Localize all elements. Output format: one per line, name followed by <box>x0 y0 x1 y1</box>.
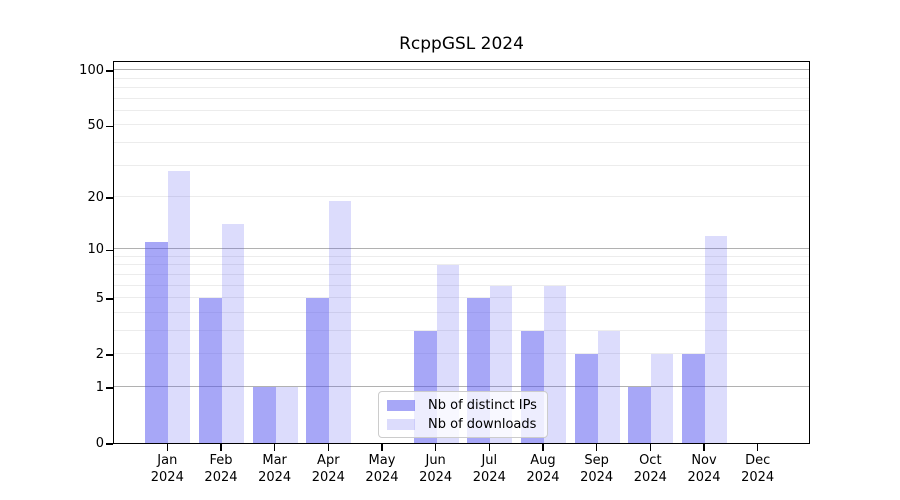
gridline-minor <box>114 284 809 286</box>
x-axis-tick-label: Aug 2024 <box>526 453 560 485</box>
y-axis-tick-mark <box>106 70 113 72</box>
x-axis-tick-label: Apr 2024 <box>311 453 345 485</box>
x-axis-tick-label: Mar 2024 <box>258 453 292 485</box>
x-axis-tick-mark <box>649 444 652 451</box>
bar-distinct-ips <box>306 298 330 443</box>
gridline-minor <box>114 353 809 355</box>
y-axis-tick-mark <box>106 443 113 445</box>
bar-downloads <box>168 170 191 443</box>
x-axis-tick-mark <box>542 444 544 451</box>
gridline-minor <box>114 264 809 266</box>
gridline-minor <box>114 196 809 198</box>
x-axis-tick-label: Jan 2024 <box>150 453 184 485</box>
y-axis-tick-mark <box>106 249 113 251</box>
y-axis-tick-label: 2 <box>95 347 104 363</box>
y-axis-tick-label: 50 <box>87 118 104 134</box>
legend-swatch-downloads <box>387 418 415 430</box>
x-axis-tick-mark <box>166 444 169 451</box>
gridline-minor <box>114 97 809 99</box>
y-axis-tick-mark <box>106 197 113 199</box>
gridline-major <box>114 248 809 250</box>
gridline-minor <box>114 273 809 275</box>
chart-title: RcppGSL 2024 <box>399 34 524 54</box>
gridline-minor <box>114 141 809 143</box>
y-axis-tick-label: 20 <box>87 190 104 205</box>
legend: Nb of distinct IPs Nb of downloads <box>378 391 548 438</box>
y-axis-tick-label: 100 <box>79 63 104 79</box>
y-axis-tick-label: 5 <box>95 291 104 307</box>
y-axis-tick-label: 10 <box>87 242 104 258</box>
gridline-minor <box>114 124 809 126</box>
x-axis-tick-mark <box>703 444 705 451</box>
y-axis-tick-mark <box>106 354 113 356</box>
bar-downloads <box>597 331 620 443</box>
bar-distinct-ips <box>145 242 169 443</box>
gridline-major <box>114 69 809 71</box>
bar-distinct-ips <box>198 298 222 443</box>
gridline-minor <box>114 255 809 257</box>
gridline-major <box>114 386 809 387</box>
x-axis-tick-label: Feb 2024 <box>204 453 238 485</box>
x-axis-tick-mark <box>273 444 276 451</box>
bar-distinct-ips <box>628 387 652 443</box>
x-axis-tick-label: Nov 2024 <box>687 453 721 485</box>
x-axis-tick-label: Dec 2024 <box>741 453 775 485</box>
gridline-minor <box>114 77 809 79</box>
x-axis-tick-mark <box>595 444 598 451</box>
plot-area <box>113 61 810 444</box>
bar-downloads <box>329 200 352 443</box>
x-axis-tick-mark <box>220 444 222 451</box>
y-axis-tick-label: 0 <box>95 436 104 451</box>
gridline-minor <box>114 297 809 299</box>
bar-downloads <box>543 285 566 443</box>
gridline-minor <box>114 311 809 313</box>
x-axis-tick-label: Sep 2024 <box>580 453 614 485</box>
x-axis-tick-mark <box>488 444 491 451</box>
bar-distinct-ips <box>574 354 598 443</box>
y-axis-tick-mark <box>106 298 113 300</box>
x-axis-tick-label: Jun 2024 <box>419 453 453 485</box>
y-axis-tick-mark <box>106 125 113 128</box>
gridline-minor <box>114 86 809 88</box>
legend-label: Nb of downloads <box>428 416 537 432</box>
gridline-minor <box>114 109 809 111</box>
x-axis-tick-mark <box>756 444 759 451</box>
gridline-minor <box>114 330 809 331</box>
bar-downloads <box>705 235 727 443</box>
x-axis-tick-mark <box>434 444 437 451</box>
legend-item: Nb of downloads <box>387 416 539 432</box>
y-axis-tick-label: 1 <box>95 379 104 395</box>
bar-downloads <box>275 387 298 443</box>
x-axis-tick-label: May 2024 <box>365 453 399 485</box>
bar-downloads <box>221 224 244 443</box>
x-axis-tick-mark <box>327 444 330 451</box>
bar-distinct-ips <box>252 387 276 443</box>
bar-distinct-ips <box>682 354 705 443</box>
legend-swatch-distinct-ips <box>387 399 415 411</box>
gridline-minor <box>114 164 809 166</box>
legend-label: Nb of distinct IPs <box>428 397 537 413</box>
bar-downloads <box>651 354 674 443</box>
x-axis-tick-mark <box>381 444 383 451</box>
x-axis-tick-label: Oct 2024 <box>633 453 667 485</box>
legend-item: Nb of distinct IPs <box>387 397 539 413</box>
x-axis-tick-label: Jul 2024 <box>472 453 506 485</box>
y-axis-tick-mark <box>106 387 113 389</box>
